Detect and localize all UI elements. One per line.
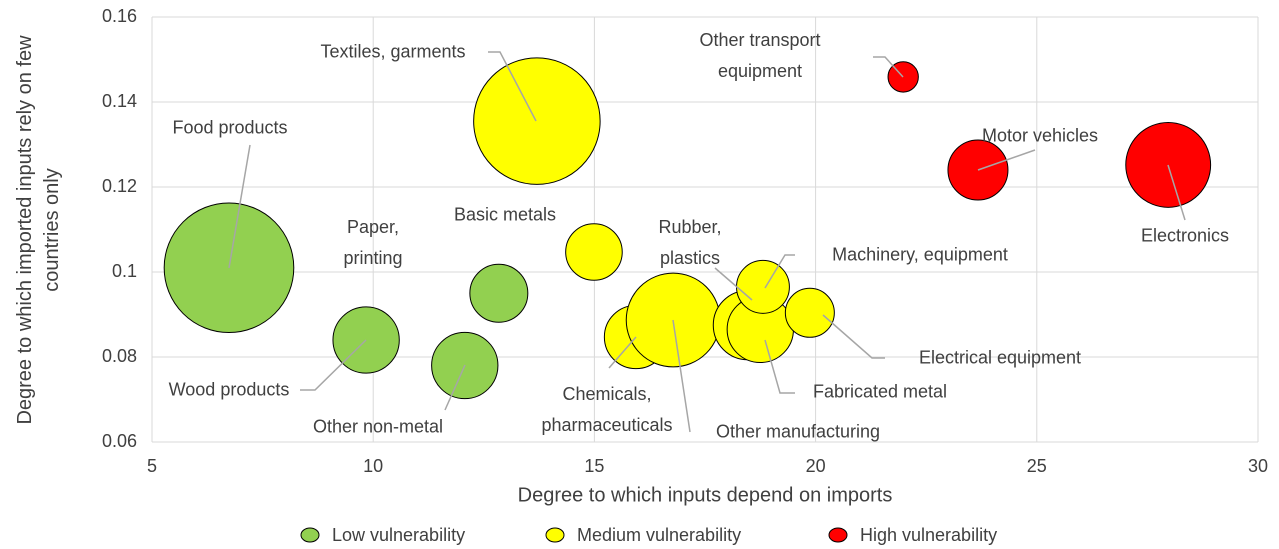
- leader-line: [228, 144, 251, 269]
- bubble-label: Electronics: [1140, 225, 1230, 246]
- bubble: [473, 57, 601, 185]
- bubble-label: Food products: [172, 117, 288, 138]
- bubble-label: Other transport equipment: [699, 30, 821, 81]
- bubble: [784, 287, 835, 338]
- y-tick-label: 0.06: [102, 431, 137, 451]
- legend-label: Medium vulnerability: [577, 525, 741, 545]
- legend-label: High vulnerability: [860, 525, 997, 545]
- bubble-label: Paper, printing: [343, 217, 403, 268]
- leader-line: [444, 364, 466, 411]
- x-axis-title: Degree to which inputs depend on imports: [518, 484, 893, 506]
- leader-line: [764, 254, 795, 289]
- y-axis-title: Degree to which imported inputs rely on …: [14, 35, 63, 425]
- bubble-label: Fabricated metal: [812, 381, 948, 402]
- legend-label: Low vulnerability: [332, 525, 465, 545]
- leader-line: [608, 336, 637, 369]
- y-tick-label: 0.08: [102, 346, 137, 366]
- x-tick-label: 30: [1248, 456, 1268, 476]
- x-tick-label: 5: [147, 456, 157, 476]
- bubble-label: Chemicals, pharmaceuticals: [541, 384, 673, 435]
- leader-line: [672, 319, 691, 433]
- bubble-label: Basic metals: [453, 204, 557, 225]
- x-tick-label: 10: [363, 456, 383, 476]
- bubble-label: Textiles, garments: [320, 41, 466, 62]
- legend-marker: [545, 527, 565, 543]
- y-tick-label: 0.14: [102, 91, 137, 111]
- y-tick-label: 0.16: [102, 6, 137, 26]
- x-tick-label: 25: [1027, 456, 1047, 476]
- bubble-label: Motor vehicles: [981, 125, 1099, 146]
- bubble: [469, 263, 529, 323]
- y-tick-label: 0.1: [112, 261, 137, 281]
- legend-marker: [828, 527, 848, 543]
- leader-line: [488, 51, 537, 122]
- legend-marker: [300, 527, 320, 543]
- x-tick-label: 15: [584, 456, 604, 476]
- bubble: [947, 139, 1009, 201]
- bubble: [1125, 121, 1212, 208]
- leader-line: [873, 56, 904, 78]
- leader-line: [977, 149, 1036, 171]
- bubble-label: Other non-metal: [312, 416, 444, 437]
- bubble-label: Other manufacturing: [715, 421, 881, 442]
- leader-line: [1167, 164, 1186, 221]
- bubble-label: Electrical equipment: [918, 347, 1082, 368]
- bubble: [565, 223, 623, 281]
- leader-line: [764, 339, 795, 394]
- y-tick-label: 0.12: [102, 176, 137, 196]
- leader-line: [822, 314, 885, 359]
- bubble-label: Wood products: [168, 379, 290, 400]
- leader-line: [300, 339, 367, 391]
- bubble-label: Machinery, equipment: [832, 244, 1008, 265]
- x-tick-label: 20: [806, 456, 826, 476]
- leader-line: [714, 267, 753, 301]
- bubble-label: Rubber, plastics: [658, 217, 722, 268]
